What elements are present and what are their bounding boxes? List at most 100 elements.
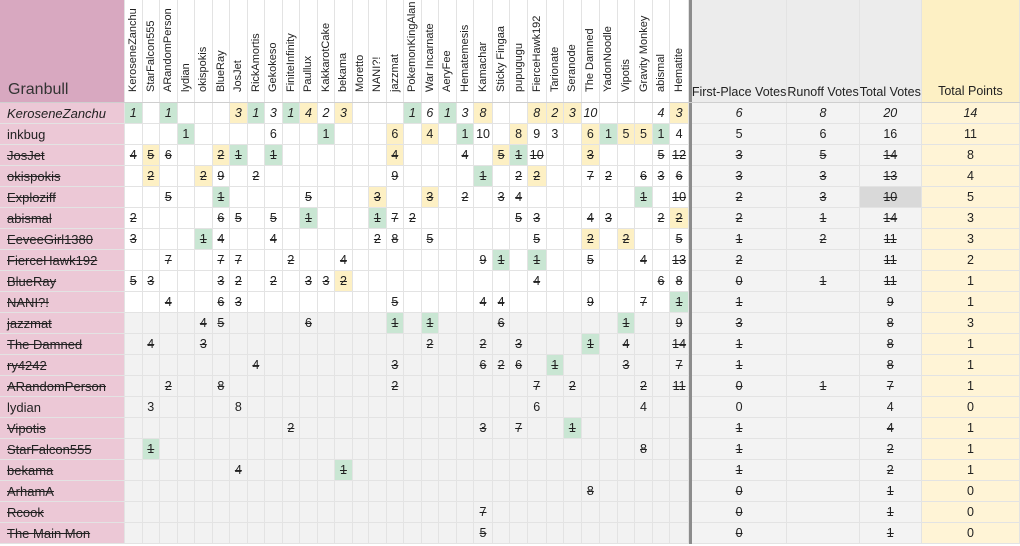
vote-cell[interactable]: [438, 270, 457, 292]
runoff-votes-cell[interactable]: 1: [786, 375, 860, 397]
total-points-cell[interactable]: 0: [921, 396, 1020, 418]
vote-cell[interactable]: [352, 207, 370, 229]
vote-cell[interactable]: 3: [563, 102, 582, 124]
vote-cell[interactable]: [352, 144, 370, 166]
vote-cell[interactable]: 1: [212, 186, 231, 208]
vote-cell[interactable]: [368, 165, 387, 187]
vote-cell[interactable]: 6: [386, 123, 405, 145]
vote-cell[interactable]: [177, 354, 196, 376]
vote-cell[interactable]: [334, 291, 353, 313]
vote-cell[interactable]: [403, 249, 422, 271]
vote-cell[interactable]: [456, 438, 475, 460]
vote-cell[interactable]: [403, 354, 422, 376]
vote-cell[interactable]: 2: [509, 165, 528, 187]
vote-cell[interactable]: [142, 228, 161, 250]
vote-cell[interactable]: [299, 375, 318, 397]
vote-cell[interactable]: [617, 375, 636, 397]
vote-cell[interactable]: 1: [194, 228, 213, 250]
vote-cell[interactable]: [282, 501, 301, 523]
vote-cell[interactable]: [403, 459, 422, 481]
vote-cell[interactable]: [634, 270, 653, 292]
vote-cell[interactable]: [368, 123, 387, 145]
vote-cell[interactable]: 4: [456, 144, 475, 166]
vote-cell[interactable]: [159, 354, 178, 376]
total-votes-cell[interactable]: 10: [859, 186, 922, 208]
vote-cell[interactable]: 13: [669, 249, 689, 271]
vote-cell[interactable]: [403, 270, 422, 292]
vote-cell[interactable]: [124, 438, 143, 460]
vote-cell[interactable]: [421, 291, 440, 313]
row-name-cell[interactable]: BlueRay: [0, 270, 125, 292]
vote-cell[interactable]: [334, 186, 353, 208]
vote-cell[interactable]: [299, 459, 318, 481]
vote-cell[interactable]: [669, 438, 689, 460]
vote-cell[interactable]: [403, 375, 422, 397]
vote-cell[interactable]: 3: [581, 144, 601, 166]
vote-cell[interactable]: 7: [509, 417, 528, 439]
vote-cell[interactable]: [563, 207, 582, 229]
first-place-votes-cell[interactable]: 2: [691, 249, 788, 271]
vote-cell[interactable]: [421, 270, 440, 292]
vote-cell[interactable]: [403, 123, 422, 145]
vote-cell[interactable]: [194, 270, 213, 292]
vote-cell[interactable]: 3: [599, 207, 618, 229]
vote-cell[interactable]: 1: [546, 354, 565, 376]
vote-cell[interactable]: [634, 207, 653, 229]
vote-cell[interactable]: [264, 375, 283, 397]
vote-cell[interactable]: [334, 123, 353, 145]
vote-cell[interactable]: 2: [617, 228, 636, 250]
row-name-cell[interactable]: Vipotis: [0, 417, 125, 439]
vote-cell[interactable]: [352, 270, 370, 292]
column-header[interactable]: ARandomPerson: [159, 0, 178, 103]
vote-cell[interactable]: [124, 375, 143, 397]
row-name-cell[interactable]: ry4242: [0, 354, 125, 376]
first-place-votes-cell[interactable]: 0: [691, 501, 788, 523]
vote-cell[interactable]: 1: [299, 207, 318, 229]
vote-cell[interactable]: [282, 291, 301, 313]
vote-cell[interactable]: [368, 375, 387, 397]
vote-cell[interactable]: [456, 228, 475, 250]
vote-cell[interactable]: [473, 270, 493, 292]
column-header[interactable]: BlueRay: [212, 0, 231, 103]
vote-cell[interactable]: [599, 375, 618, 397]
vote-cell[interactable]: 8: [669, 270, 689, 292]
vote-cell[interactable]: [247, 312, 266, 334]
vote-cell[interactable]: 2: [403, 207, 422, 229]
vote-cell[interactable]: [212, 459, 231, 481]
vote-cell[interactable]: [421, 459, 440, 481]
total-votes-cell[interactable]: 20: [859, 102, 922, 124]
vote-cell[interactable]: [456, 333, 475, 355]
vote-cell[interactable]: [492, 123, 511, 145]
vote-cell[interactable]: [563, 501, 582, 523]
vote-cell[interactable]: [247, 333, 266, 355]
vote-cell[interactable]: [229, 354, 248, 376]
vote-cell[interactable]: [617, 207, 636, 229]
vote-cell[interactable]: 1: [403, 102, 422, 124]
vote-cell[interactable]: [352, 102, 370, 124]
vote-cell[interactable]: [299, 417, 318, 439]
vote-cell[interactable]: [599, 417, 618, 439]
vote-cell[interactable]: [177, 480, 196, 502]
vote-cell[interactable]: 2: [473, 333, 493, 355]
total-points-cell[interactable]: 1: [921, 270, 1020, 292]
vote-cell[interactable]: 5: [212, 312, 231, 334]
vote-cell[interactable]: [617, 501, 636, 523]
vote-cell[interactable]: [229, 480, 248, 502]
vote-cell[interactable]: [456, 291, 475, 313]
first-place-votes-cell[interactable]: 0: [691, 480, 788, 502]
column-header[interactable]: Hematemesis: [456, 0, 475, 103]
vote-cell[interactable]: [299, 480, 318, 502]
vote-cell[interactable]: [194, 438, 213, 460]
vote-cell[interactable]: [212, 480, 231, 502]
vote-cell[interactable]: 5: [509, 207, 528, 229]
row-name-cell[interactable]: The Main Mon: [0, 522, 125, 544]
vote-cell[interactable]: 1: [669, 291, 689, 313]
vote-cell[interactable]: [142, 249, 161, 271]
vote-cell[interactable]: [617, 270, 636, 292]
vote-cell[interactable]: [212, 102, 231, 124]
vote-cell[interactable]: [142, 186, 161, 208]
vote-cell[interactable]: [317, 354, 336, 376]
runoff-votes-cell[interactable]: [786, 354, 860, 376]
total-points-cell[interactable]: 3: [921, 312, 1020, 334]
vote-cell[interactable]: 4: [634, 249, 653, 271]
